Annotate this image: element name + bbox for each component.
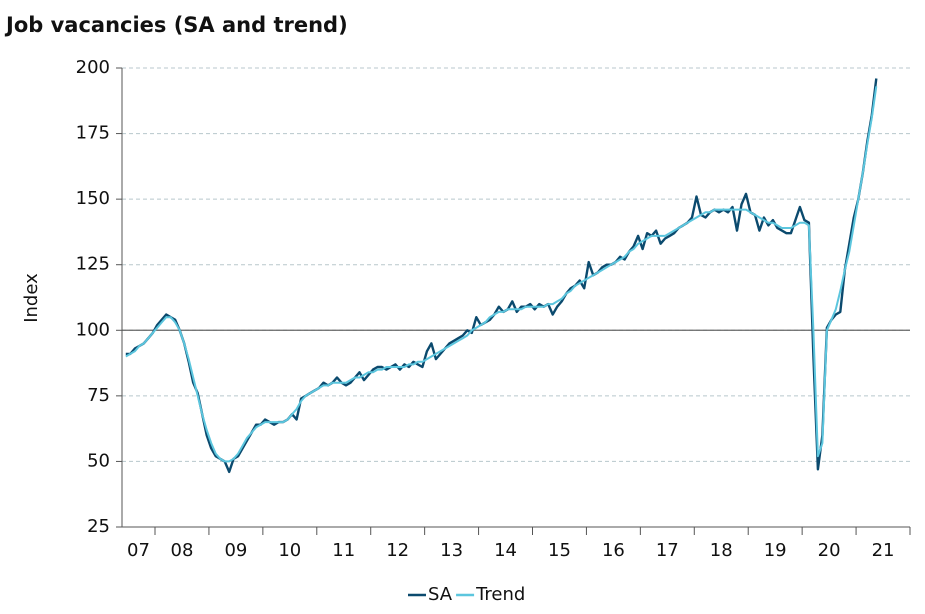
y-tick-label: 75 (87, 385, 110, 406)
x-tick-label: 13 (440, 540, 463, 561)
x-tick-label: 18 (710, 540, 733, 561)
x-tick-label: 14 (494, 540, 517, 561)
legend-label: SA (428, 584, 453, 605)
line-series (125, 78, 878, 474)
y-tick-label: 25 (87, 516, 110, 537)
x-tick-label: 20 (818, 540, 841, 561)
x-tick-label: 11 (332, 540, 355, 561)
x-tick-label: 08 (171, 540, 194, 561)
y-tick-label: 50 (87, 450, 110, 471)
x-tick-label: 17 (656, 540, 679, 561)
line-series (125, 86, 878, 463)
legend-label: Trend (475, 584, 525, 605)
y-tick-label: 100 (76, 319, 110, 340)
y-tick-label: 125 (76, 254, 110, 275)
y-axis-label: Index (21, 273, 42, 323)
y-tick-label: 175 (76, 123, 110, 144)
x-tick-label: 19 (764, 540, 787, 561)
x-tick-label: 12 (386, 540, 409, 561)
chart-title: Job vacancies (SA and trend) (4, 13, 348, 37)
x-tick-label: 21 (872, 540, 895, 561)
y-tick-label: 200 (76, 57, 110, 78)
x-tick-label: 07 (127, 540, 150, 561)
x-tick-label: 09 (224, 540, 247, 561)
x-tick-label: 10 (278, 540, 301, 561)
x-tick-label: 15 (548, 540, 571, 561)
y-tick-label: 150 (76, 188, 110, 209)
x-tick-label: 16 (602, 540, 625, 561)
